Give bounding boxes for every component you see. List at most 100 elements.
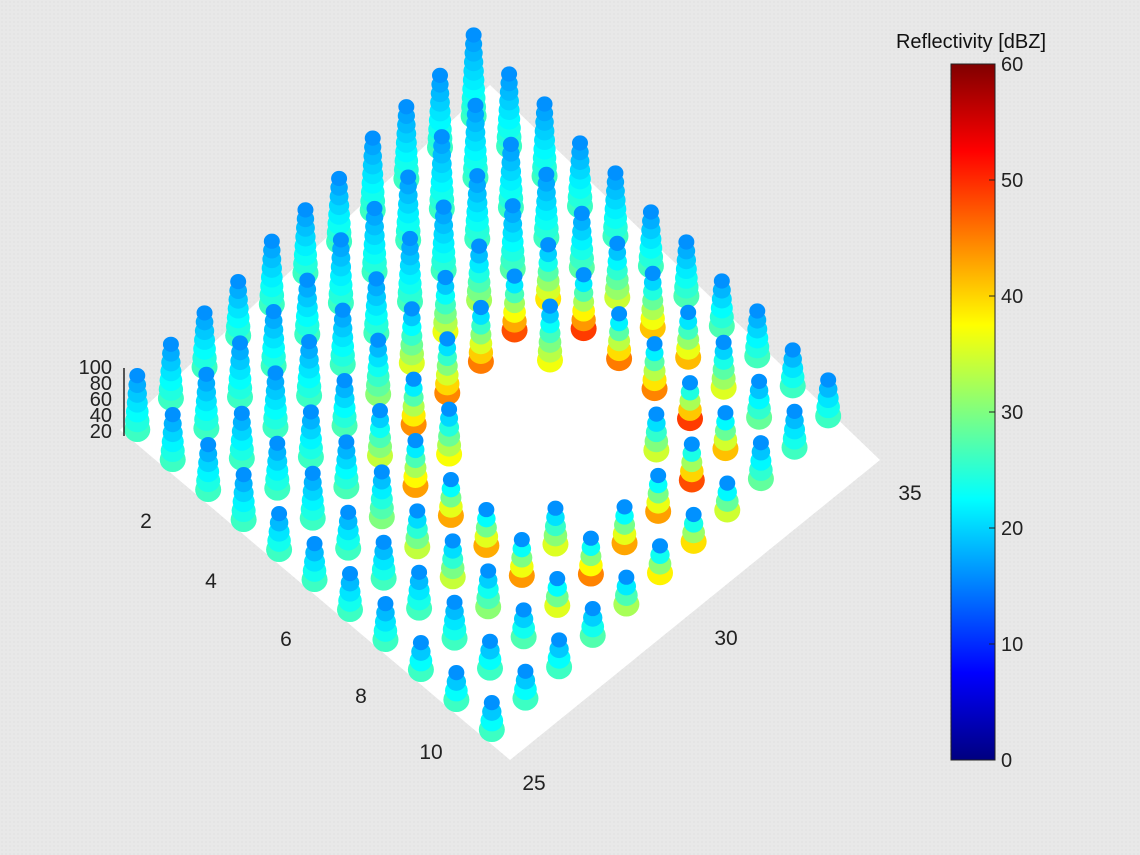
data-column — [567, 135, 593, 219]
column-sphere — [297, 202, 314, 218]
column-sphere — [502, 136, 519, 152]
colorbar: Reflectivity [dBZ] 0 10 20 30 40 50 60 — [896, 31, 1046, 772]
x-tick-label: 10 — [419, 741, 442, 764]
column-sphere — [573, 205, 590, 221]
z-tick-label: 60 — [90, 389, 112, 411]
column-sphere — [582, 530, 599, 546]
column-sphere — [439, 331, 456, 347]
data-column — [501, 268, 528, 343]
z-tick-label: 80 — [90, 373, 112, 395]
data-column — [645, 467, 672, 524]
column-sphere — [469, 168, 486, 184]
column-sphere — [575, 267, 592, 283]
column-sphere — [370, 332, 387, 348]
data-column — [611, 499, 638, 556]
column-sphere — [331, 170, 348, 187]
column-sphere — [299, 272, 316, 288]
data-column — [779, 342, 806, 399]
data-column — [430, 199, 457, 283]
column-sphere — [377, 596, 394, 612]
column-sphere — [465, 27, 482, 43]
column-sphere — [435, 199, 452, 215]
column-sphere — [198, 366, 215, 382]
column-sphere — [682, 375, 698, 391]
column-sphere — [269, 435, 286, 451]
data-column — [508, 531, 535, 588]
data-column — [497, 136, 524, 220]
column-sphere — [480, 563, 497, 579]
column-sphere — [685, 506, 702, 523]
data-column — [675, 304, 702, 370]
column-sphere — [642, 204, 659, 220]
column-sphere — [504, 198, 521, 214]
column-sphere — [267, 365, 284, 381]
data-column — [437, 471, 464, 528]
column-sphere — [540, 237, 557, 253]
data-column — [477, 633, 503, 681]
column-sphere — [607, 165, 624, 181]
column-sphere — [472, 299, 489, 316]
data-column — [512, 663, 539, 711]
data-column — [407, 635, 434, 683]
y-axis: 25 30 35 — [522, 482, 921, 795]
data-column — [266, 506, 293, 563]
data-column — [746, 373, 773, 430]
column-sphere — [336, 372, 353, 389]
data-column — [406, 564, 433, 621]
column-sphere — [483, 695, 500, 711]
data-column — [365, 332, 392, 407]
column-sphere — [373, 464, 390, 480]
column-sphere — [713, 273, 730, 289]
column-sphere — [342, 566, 358, 582]
column-sphere — [233, 405, 250, 421]
data-column — [441, 594, 468, 651]
column-sphere — [398, 99, 415, 115]
data-column — [367, 402, 393, 468]
data-column — [193, 366, 220, 441]
column-sphere — [271, 506, 288, 522]
column-sphere — [542, 298, 558, 314]
data-column — [673, 234, 700, 309]
data-column — [708, 273, 735, 339]
column-sphere — [364, 130, 381, 146]
x-tick-label: 4 — [205, 570, 217, 593]
x-axis: 2 4 6 8 10 — [140, 510, 443, 764]
column-sphere — [513, 531, 530, 548]
data-column — [262, 365, 289, 440]
data-column — [195, 437, 222, 503]
column-sphere — [302, 404, 319, 420]
data-column — [331, 372, 358, 438]
column-sphere — [334, 302, 351, 318]
data-column — [542, 500, 569, 557]
data-column — [264, 435, 291, 501]
column-sphere — [235, 467, 252, 483]
data-column — [227, 335, 253, 410]
column-sphere — [478, 501, 495, 518]
column-sphere — [230, 273, 247, 290]
column-sphere — [304, 465, 321, 481]
data-column — [439, 533, 466, 590]
data-column — [744, 303, 771, 369]
data-column — [475, 563, 502, 620]
data-column — [258, 233, 285, 317]
column-sphere — [433, 129, 450, 145]
column-sphere — [786, 403, 803, 419]
data-column — [335, 504, 362, 561]
column-sphere — [616, 499, 633, 515]
column-sphere — [164, 407, 181, 423]
data-column — [546, 632, 573, 680]
column-sphere — [437, 269, 454, 286]
column-sphere — [515, 602, 532, 618]
data-column — [641, 336, 668, 402]
column-sphere — [678, 234, 695, 250]
data-column — [397, 230, 423, 314]
data-column — [478, 695, 505, 743]
data-column — [647, 538, 673, 586]
data-column — [535, 237, 562, 312]
data-column — [579, 600, 606, 648]
column-sphere — [482, 633, 498, 649]
column-sphere — [618, 569, 635, 585]
data-column — [404, 503, 431, 560]
data-column — [602, 165, 629, 249]
column-sphere — [551, 632, 568, 648]
